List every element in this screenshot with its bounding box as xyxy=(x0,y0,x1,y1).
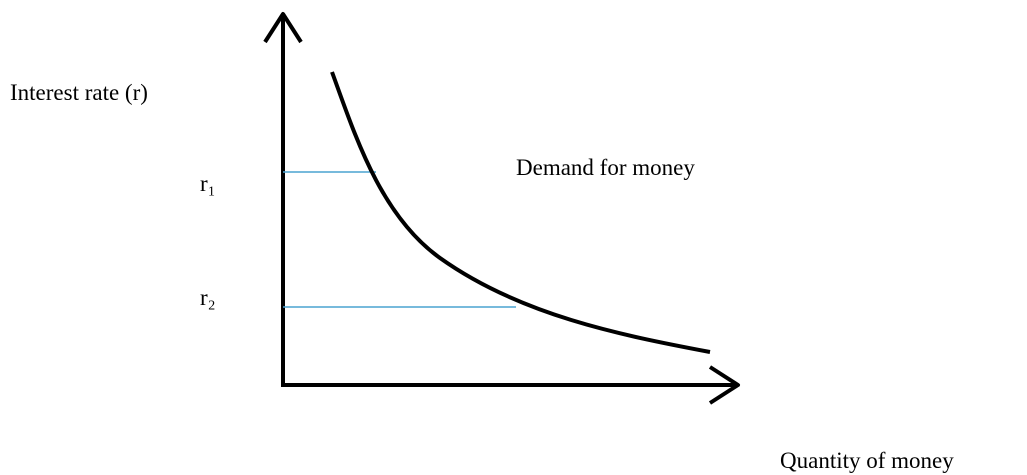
demand-curve xyxy=(330,71,711,354)
level-label: r₁ xyxy=(200,171,216,196)
y-axis-arrow xyxy=(263,12,303,44)
x-axis-arrow xyxy=(708,365,740,405)
x-axis-label: Quantity of money xyxy=(780,448,954,473)
y-axis-label: Interest rate (r) xyxy=(10,80,148,105)
level-label: r₂ xyxy=(200,285,216,310)
curve-label: Demand for money xyxy=(516,155,695,180)
